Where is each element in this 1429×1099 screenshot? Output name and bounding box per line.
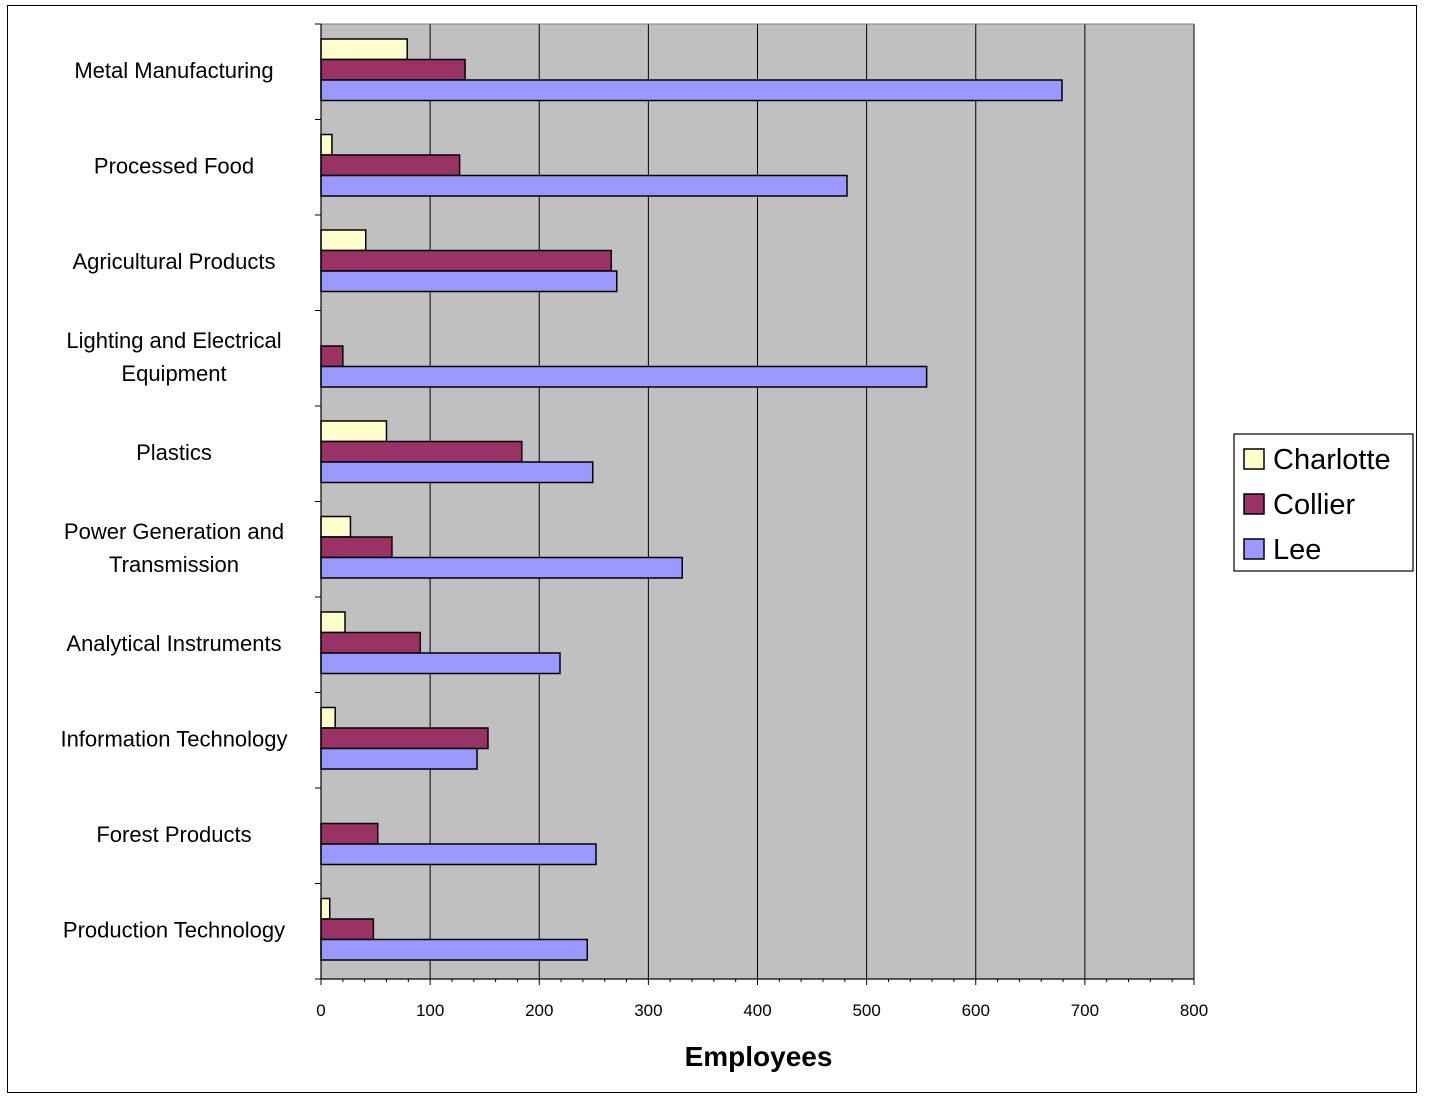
category-label: Lighting and Electrical: [66, 328, 281, 353]
bar-charlotte-5: [320, 515, 352, 538]
legend-swatch-collier: [1243, 493, 1265, 515]
bar-collier-3: [320, 345, 344, 368]
bar-collier-2: [320, 249, 613, 272]
bar-lee-8: [320, 843, 597, 866]
bar-lee-5: [320, 556, 683, 579]
bar-lee-7: [320, 747, 478, 770]
x-tick-label: 800: [1180, 1001, 1208, 1020]
bar-lee-9: [320, 938, 589, 961]
bar-collier-8: [320, 822, 379, 845]
legend-swatch-charlotte: [1243, 448, 1265, 470]
legend-label-lee: Lee: [1273, 534, 1321, 566]
bar-lee-3: [320, 365, 928, 388]
bar-lee-2: [320, 270, 618, 293]
axes: [315, 23, 1195, 985]
bar-lee-4: [320, 461, 594, 484]
bar-charlotte-2: [320, 229, 367, 252]
bar-collier-1: [320, 154, 461, 177]
bar-charlotte-6: [320, 611, 346, 634]
bar-collier-6: [320, 631, 422, 654]
legend-label-charlotte: Charlotte: [1273, 444, 1391, 476]
category-label: Analytical Instruments: [66, 631, 281, 656]
bar-charlotte-7: [320, 706, 336, 729]
category-label: Agricultural Products: [73, 249, 276, 274]
category-label: Plastics: [136, 440, 212, 465]
category-label: Processed Food: [94, 153, 254, 178]
category-label: Information Technology: [60, 726, 287, 751]
bar-charlotte-0: [320, 38, 408, 61]
category-labels: Metal Manufacturing Processed Food Agricul…: [60, 58, 287, 943]
x-tick-label: 200: [525, 1001, 553, 1020]
bar-lee-6: [320, 652, 561, 675]
x-tick-label: 400: [743, 1001, 771, 1020]
bar-charlotte-4: [320, 420, 388, 443]
bar-collier-9: [320, 918, 375, 941]
x-tick-label: 300: [634, 1001, 662, 1020]
legend-label-collier: Collier: [1273, 489, 1356, 521]
x-tick-label: 700: [1071, 1001, 1099, 1020]
bar-lee-1: [320, 174, 848, 197]
category-label: Forest Products: [96, 822, 251, 847]
bar-collier-0: [320, 58, 466, 81]
legend: Charlotte Collier Lee: [1233, 433, 1414, 572]
x-tick-label: 500: [852, 1001, 880, 1020]
bar-lee-0: [320, 79, 1063, 102]
bar-collier-7: [320, 727, 489, 750]
x-tick-label: 100: [416, 1001, 444, 1020]
category-label: Production Technology: [63, 917, 285, 942]
category-label: Metal Manufacturing: [74, 58, 273, 83]
bar-collier-5: [320, 536, 393, 559]
bar-collier-4: [320, 440, 523, 463]
x-tick-labels: 0 100 200 300 400 500 600 700 800: [316, 1001, 1208, 1020]
x-axis-title: Employees: [685, 1041, 833, 1072]
legend-swatch-lee: [1243, 538, 1265, 560]
category-label: Equipment: [121, 361, 226, 386]
bar-charlotte-1: [320, 133, 333, 156]
category-label: Power Generation and: [64, 519, 284, 544]
bar-charlotte-9: [320, 897, 331, 920]
bars: [320, 38, 1063, 961]
x-tick-label: 0: [316, 1001, 325, 1020]
category-label: Transmission: [109, 552, 239, 577]
x-tick-label: 600: [962, 1001, 990, 1020]
